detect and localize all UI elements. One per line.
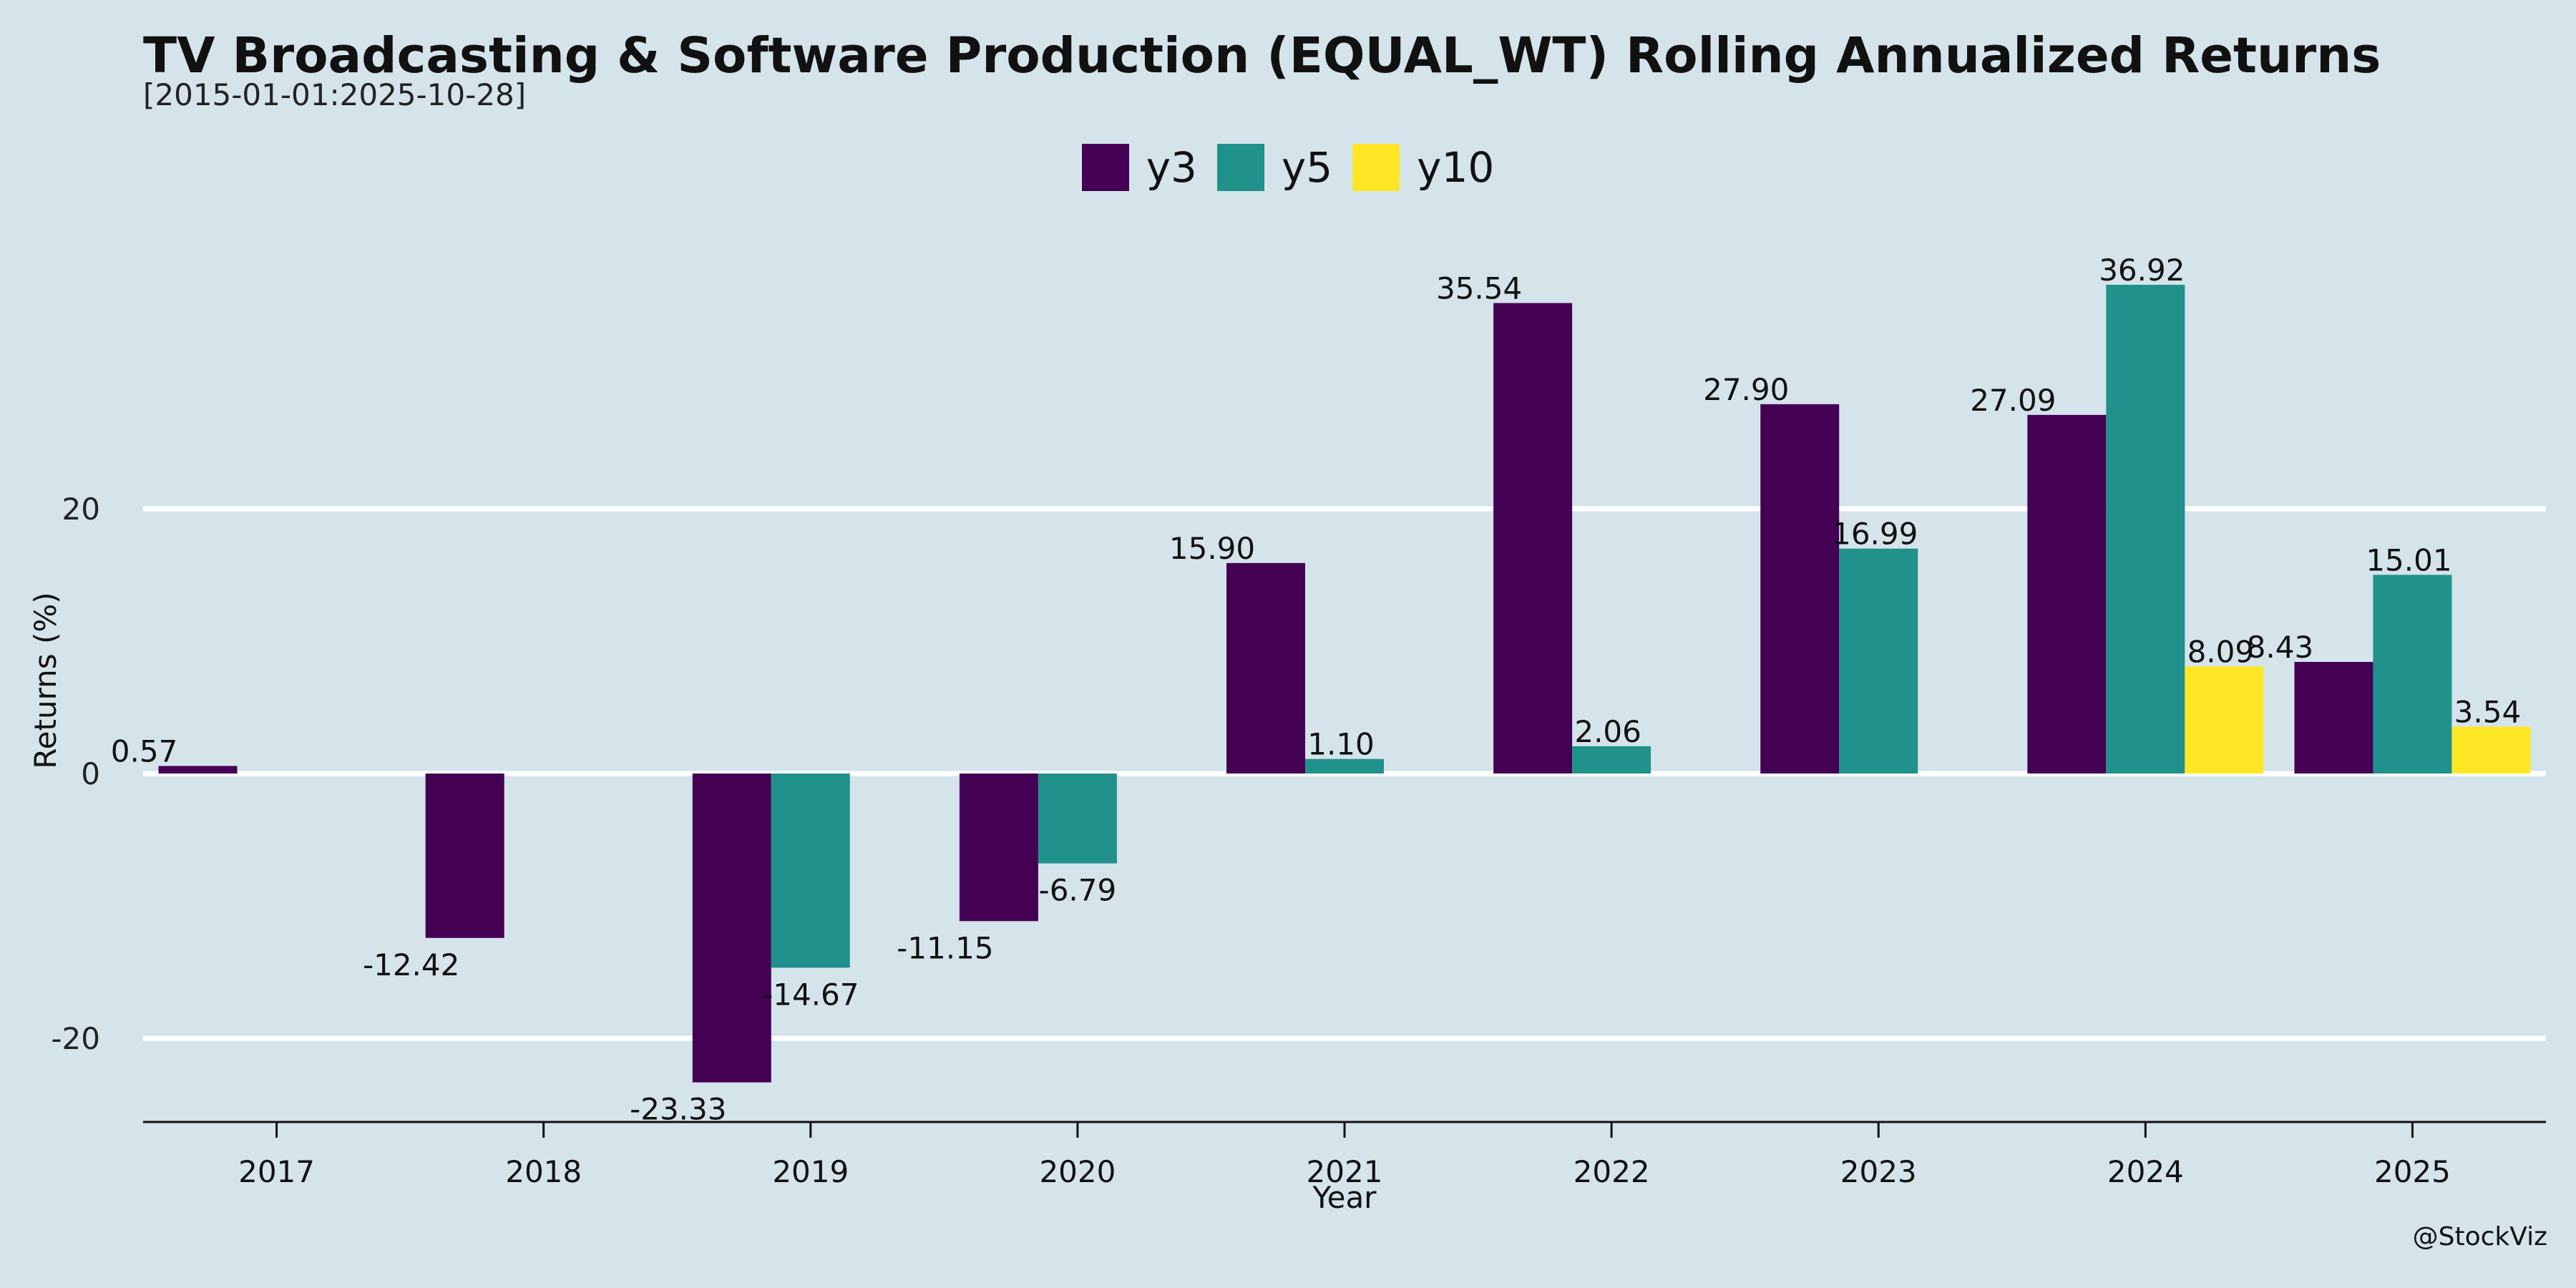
bar-y10: [2185, 666, 2264, 774]
legend-item-y10: y10: [1352, 143, 1494, 192]
data-label: -6.79: [1039, 873, 1117, 908]
bar-y5: [1038, 774, 1117, 864]
y-tick-label: 0: [81, 756, 100, 791]
data-label: 2.06: [1574, 714, 1641, 749]
bar-y5: [2373, 575, 2452, 774]
bar-y3: [692, 774, 771, 1083]
data-label: 27.90: [1703, 372, 1789, 407]
bar-y5: [771, 774, 850, 968]
legend-swatch: [1216, 144, 1264, 191]
bar-y5: [1839, 548, 1918, 774]
legend-item-y5: y5: [1216, 143, 1333, 192]
data-label: 35.54: [1436, 271, 1522, 306]
data-label: 8.43: [2247, 630, 2314, 665]
x-tick-label: 2023: [1840, 1154, 1917, 1189]
data-label: 16.99: [1832, 517, 1918, 552]
x-tick-label: 2018: [505, 1154, 582, 1189]
chart-subtitle: [2015-01-01:2025-10-28]: [143, 77, 527, 112]
data-label: -11.15: [897, 930, 993, 965]
bar-y3: [2027, 414, 2107, 774]
legend-swatch: [1081, 144, 1129, 191]
x-tick-label: 2019: [772, 1154, 849, 1189]
bar-y3: [1226, 562, 1305, 774]
y-tick-label: -20: [51, 1021, 100, 1056]
bar-y3: [1493, 303, 1573, 774]
data-label: 3.54: [2454, 695, 2522, 730]
credit-label: @StockViz: [2412, 1222, 2547, 1252]
data-label: -23.33: [630, 1092, 726, 1127]
bar-y5: [1305, 758, 1384, 774]
data-label: 8.09: [2187, 634, 2255, 669]
data-label: -12.42: [363, 947, 459, 982]
data-label: 27.09: [1970, 383, 2056, 418]
legend-label: y5: [1281, 143, 1333, 192]
data-label: 15.90: [1169, 531, 1255, 566]
y-axis-title: Returns (%): [28, 592, 63, 769]
x-tick-label: 2020: [1039, 1154, 1116, 1189]
data-label: -14.67: [762, 977, 859, 1012]
bar-y10: [2451, 726, 2531, 774]
legend-label: y10: [1417, 143, 1495, 192]
chart-title: TV Broadcasting & Software Production (E…: [143, 27, 2381, 84]
legend-item-y3: y3: [1081, 143, 1197, 192]
legend-label: y3: [1146, 143, 1197, 192]
bar-y3: [2294, 662, 2373, 774]
x-tick-label: 2025: [2374, 1154, 2451, 1189]
bar-y3: [1760, 404, 1840, 774]
bar-y3: [959, 774, 1038, 922]
x-tick-label: 2017: [238, 1154, 315, 1189]
x-tick-label: 2022: [1574, 1154, 1650, 1189]
y-tick-label: 20: [62, 492, 100, 527]
chart-legend: y3 y5 y10: [0, 143, 2576, 192]
bar-y5: [1572, 746, 1652, 774]
x-tick-label: 2021: [1307, 1154, 1383, 1189]
x-tick-label: 2024: [2107, 1154, 2184, 1189]
x-axis-title: Year: [1312, 1180, 1377, 1215]
data-label: 36.92: [2099, 253, 2185, 288]
data-label: 1.10: [1307, 727, 1375, 762]
bar-y3: [425, 774, 504, 938]
legend-swatch: [1352, 144, 1400, 191]
data-label: 0.57: [111, 733, 178, 769]
data-label: 15.01: [2366, 542, 2451, 577]
bar-y5: [2106, 284, 2185, 774]
bar-y3: [158, 766, 238, 774]
